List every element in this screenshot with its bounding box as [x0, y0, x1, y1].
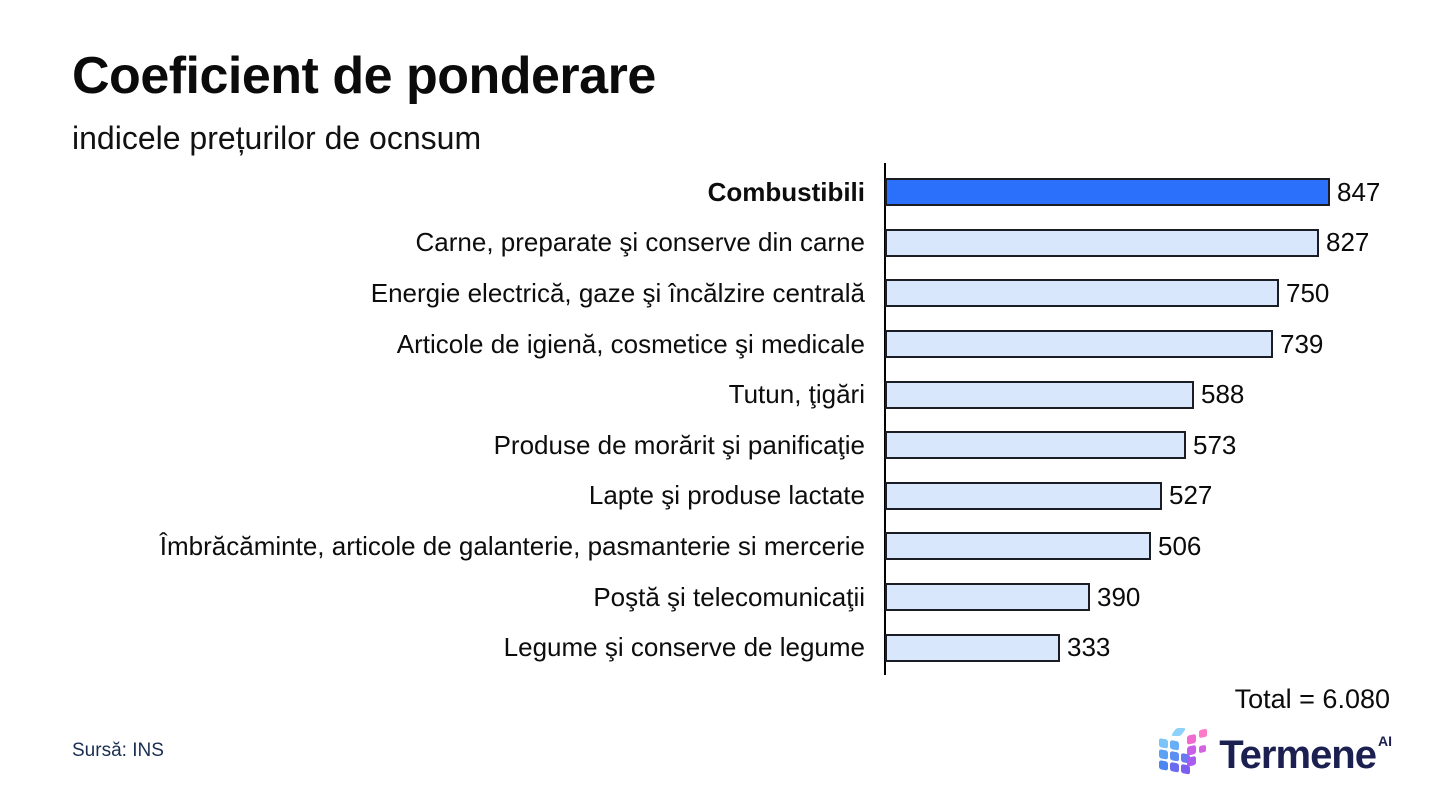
chart-rows: Combustibili 847 Carne, preparate şi conse… — [0, 167, 1432, 673]
bar-area: 527 — [885, 480, 1212, 511]
bar-area: 739 — [885, 329, 1323, 360]
bar — [885, 330, 1273, 359]
chart-title: Coeficient de ponderare — [72, 47, 656, 105]
chart-row: Produse de morărit şi panificaţie 573 — [0, 420, 1432, 471]
value-label: 333 — [1067, 632, 1111, 663]
brand-superscript: AI — [1378, 733, 1392, 749]
bar-area: 588 — [885, 379, 1244, 410]
value-label: 527 — [1169, 480, 1213, 511]
chart-row: Poştă şi telecomunicaţii 390 — [0, 572, 1432, 623]
value-label: 827 — [1326, 227, 1370, 258]
chart-row: Lapte şi produse lactate 527 — [0, 471, 1432, 522]
bar-chart: Combustibili 847 Carne, preparate şi conse… — [0, 163, 1432, 675]
value-label: 750 — [1286, 277, 1330, 308]
category-label: Legume şi conserve de legume — [503, 632, 865, 663]
bar — [885, 228, 1319, 257]
category-label: Combustibili — [707, 176, 865, 207]
bar-area: 506 — [885, 531, 1201, 562]
bar — [885, 633, 1060, 662]
value-label: 573 — [1193, 429, 1237, 460]
brand-logo: Termene AI — [1153, 727, 1392, 783]
chart-row: Articole de igienă, cosmetice şi medical… — [0, 319, 1432, 370]
bar — [885, 380, 1194, 409]
value-label: 390 — [1097, 581, 1141, 612]
cube-grid-icon — [1159, 728, 1208, 775]
brand-name: Termene — [1219, 733, 1377, 777]
bar — [885, 431, 1186, 460]
bar-area: 333 — [885, 632, 1110, 663]
category-label: Tutun, ţigări — [728, 379, 865, 410]
category-label: Lapte şi produse lactate — [588, 480, 865, 511]
value-label: 506 — [1158, 530, 1202, 561]
category-label: Produse de morărit şi panificaţie — [493, 429, 865, 460]
chart-row: Combustibili 847 — [0, 167, 1432, 218]
total-label: Total = 6.080 — [1234, 684, 1390, 714]
category-label: Energie electrică, gaze şi încălzire cen… — [370, 277, 865, 308]
category-label: Carne, preparate şi conserve din carne — [415, 227, 865, 258]
category-label: Articole de igienă, cosmetice şi medical… — [396, 328, 865, 359]
bar-area: 390 — [885, 582, 1140, 613]
bar — [885, 532, 1151, 561]
chart-row: Energie electrică, gaze şi încălzire cen… — [0, 268, 1432, 319]
category-label: Îmbrăcăminte, articole de galanterie, pa… — [159, 530, 865, 561]
bar-area: 750 — [885, 278, 1329, 309]
chart-subtitle: indicele prețurilor de ocnsum — [72, 120, 482, 156]
value-label: 588 — [1201, 379, 1245, 410]
bar — [885, 279, 1279, 308]
category-label: Poştă şi telecomunicaţii — [593, 581, 865, 612]
bar-area: 847 — [885, 177, 1380, 208]
bar-area: 573 — [885, 430, 1236, 461]
bar-area: 827 — [885, 227, 1369, 258]
bar — [885, 583, 1090, 612]
axis-baseline — [884, 163, 886, 675]
chart-row: Tutun, ţigări 588 — [0, 369, 1432, 420]
bar-highlighted — [885, 178, 1330, 207]
chart-row: Legume şi conserve de legume 333 — [0, 622, 1432, 673]
source-label: Sursă: INS — [72, 740, 164, 761]
chart-row: Îmbrăcăminte, articole de galanterie, pa… — [0, 521, 1432, 572]
chart-row: Carne, preparate şi conserve din carne 82… — [0, 218, 1432, 269]
value-label: 847 — [1337, 176, 1381, 207]
bar — [885, 481, 1162, 510]
value-label: 739 — [1280, 328, 1324, 359]
